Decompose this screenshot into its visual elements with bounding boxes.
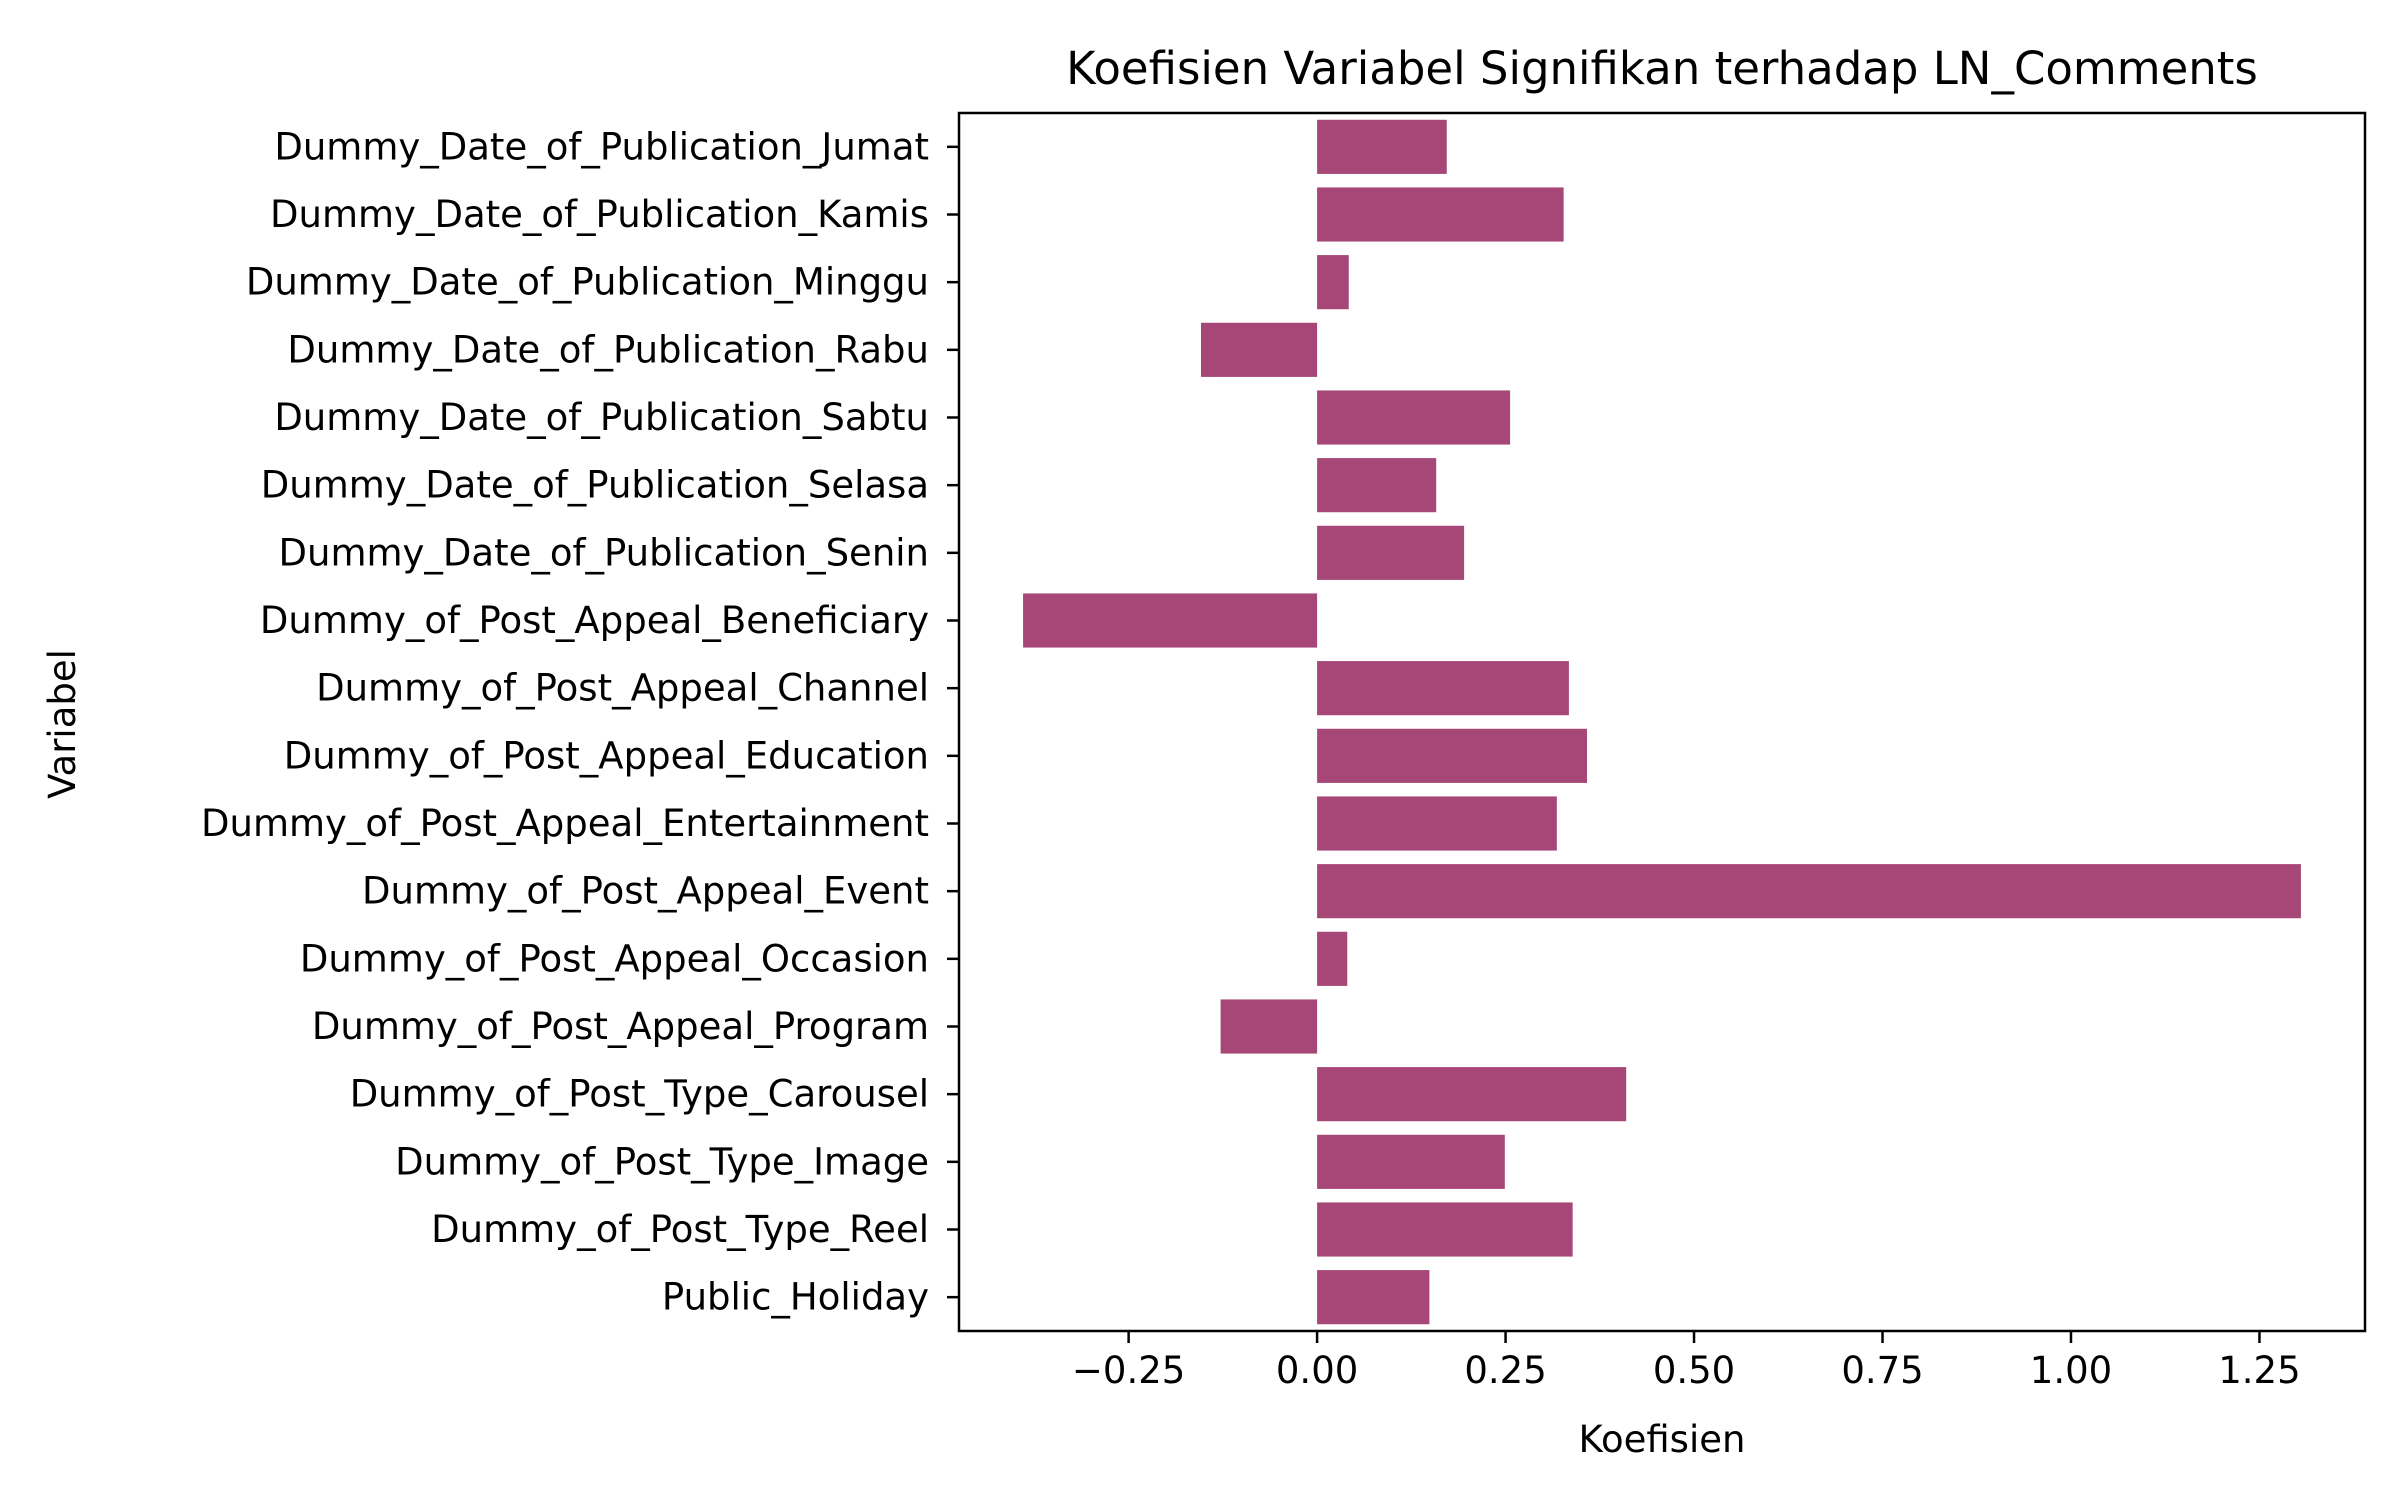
x-tick-label: 1.00 bbox=[2030, 1349, 2112, 1392]
y-tick-label: Dummy_of_Post_Type_Reel bbox=[431, 1208, 929, 1251]
bar bbox=[1317, 1270, 1430, 1325]
bar bbox=[1317, 187, 1564, 242]
y-tick-label: Dummy_of_Post_Appeal_Event bbox=[362, 870, 929, 913]
y-tick-label: Dummy_Date_of_Publication_Jumat bbox=[274, 125, 929, 168]
x-tick-label: 0.50 bbox=[1653, 1349, 1735, 1392]
y-tick-label: Dummy_of_Post_Appeal_Beneficiary bbox=[260, 599, 929, 642]
x-tick-label: 1.25 bbox=[2218, 1349, 2300, 1392]
y-tick-label: Dummy_of_Post_Appeal_Program bbox=[312, 1005, 929, 1048]
bar bbox=[1023, 593, 1318, 648]
y-tick-label: Dummy_of_Post_Appeal_Entertainment bbox=[201, 802, 929, 845]
x-tick-label: 0.00 bbox=[1276, 1349, 1358, 1392]
y-tick-label: Dummy_of_Post_Appeal_Education bbox=[284, 734, 929, 777]
y-tick-label: Public_Holiday bbox=[662, 1276, 929, 1319]
bar bbox=[1317, 525, 1465, 580]
y-tick-label: Dummy_Date_of_Publication_Rabu bbox=[287, 328, 929, 371]
plot-area-frame bbox=[957, 111, 2367, 1333]
bar bbox=[1317, 1202, 1573, 1257]
bar bbox=[1317, 728, 1587, 783]
y-tick-label: Dummy_Date_of_Publication_Sabtu bbox=[274, 396, 929, 439]
bar bbox=[1317, 390, 1511, 445]
bar bbox=[1317, 1134, 1505, 1189]
x-tick-label: 0.75 bbox=[1841, 1349, 1923, 1392]
y-tick-label: Dummy_Date_of_Publication_Selasa bbox=[261, 464, 929, 507]
x-axis: −0.25 0.00 0.25 0.50 0.75 1.00 1.25 bbox=[1072, 1331, 2301, 1392]
bar bbox=[1200, 322, 1318, 377]
y-tick-label: Dummy_Date_of_Publication_Minggu bbox=[246, 261, 929, 304]
bar bbox=[1317, 1067, 1627, 1122]
bar bbox=[1317, 119, 1447, 174]
x-tick-label: 0.25 bbox=[1464, 1349, 1546, 1392]
bar bbox=[1317, 458, 1437, 513]
bar bbox=[1317, 931, 1348, 986]
bar bbox=[1317, 864, 2301, 919]
bar bbox=[1317, 796, 1557, 851]
y-tick-label: Dummy_Date_of_Publication_Senin bbox=[279, 531, 930, 574]
y-tick-label: Dummy_of_Post_Appeal_Channel bbox=[316, 667, 929, 710]
y-axis-label: Variabel bbox=[41, 649, 84, 799]
bar bbox=[1220, 999, 1318, 1054]
chart-title: Koefisien Variabel Signifikan terhadap L… bbox=[1066, 42, 2258, 95]
y-tick-label: Dummy_of_Post_Appeal_Occasion bbox=[300, 937, 929, 980]
bar bbox=[1317, 255, 1349, 310]
bar bbox=[1317, 661, 1569, 716]
y-tick-label: Dummy_of_Post_Type_Image bbox=[395, 1140, 929, 1183]
x-axis-label: Koefisien bbox=[1579, 1418, 1746, 1461]
y-axis: Dummy_Date_of_Publication_Jumat Dummy_Dat… bbox=[201, 125, 959, 1319]
y-tick-label: Dummy_Date_of_Publication_Kamis bbox=[270, 193, 929, 236]
y-tick-label: Dummy_of_Post_Type_Carousel bbox=[350, 1073, 929, 1116]
bars-layer bbox=[1023, 119, 2301, 1325]
x-tick-label: −0.25 bbox=[1072, 1349, 1185, 1392]
